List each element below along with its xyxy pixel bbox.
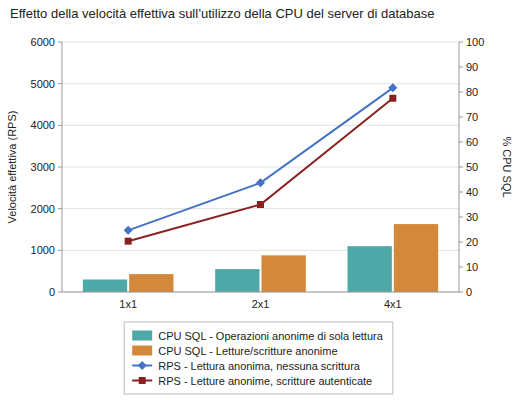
bar: [83, 280, 127, 293]
marker: [388, 83, 397, 92]
marker: [139, 377, 146, 384]
grid: [62, 42, 459, 292]
y-tick: [58, 125, 62, 126]
y-tick-label: 0: [49, 286, 55, 298]
y2-tick: [459, 117, 463, 118]
y2-tick-label: 90: [466, 61, 478, 73]
legend-swatch: [132, 346, 152, 356]
grid-line: [62, 292, 459, 293]
x-tick-label: 4x1: [384, 298, 402, 310]
y2-tick-label: 60: [466, 136, 478, 148]
marker: [138, 361, 147, 370]
marker: [389, 95, 396, 102]
marker: [125, 238, 132, 245]
y-tick: [58, 42, 62, 43]
y2-tick-label: 80: [466, 86, 478, 98]
y2-tick: [459, 267, 463, 268]
line: [128, 88, 393, 231]
legend-label: CPU SQL - Operazioni anonime di sola let…: [158, 330, 383, 342]
y-tick-label: 5000: [31, 78, 55, 90]
chart: Effetto della velocità effettiva sull’ut…: [0, 0, 517, 400]
y2-tick: [459, 292, 463, 293]
y-tick-label: 6000: [31, 36, 55, 48]
marker: [124, 226, 133, 235]
title-line: Effetto della velocità effettiva sull’ut…: [10, 6, 434, 21]
y2-tick-label: 100: [466, 36, 484, 48]
axes: 0 1000 2000 3000 4000 5000 6000 0 10 20 30 40 50 60 70…: [6, 36, 513, 310]
y-tick-label: 3000: [31, 161, 55, 173]
y2-tick-label: 0: [466, 286, 472, 298]
legend-label: CPU SQL - Letture/scritture anonime: [158, 345, 337, 357]
legend-label: RPS - Letture anonime, scritture autenti…: [158, 375, 372, 387]
bar: [129, 274, 173, 292]
y2-tick-label: 40: [466, 186, 478, 198]
y2-tick-label: 20: [466, 236, 478, 248]
legend: CPU SQL - Operazioni anonime di sola let…: [124, 322, 393, 394]
y2-tick-label: 70: [466, 111, 478, 123]
marker: [256, 178, 265, 187]
x-tick-label: 1x1: [119, 298, 137, 310]
y-tick-label: 4000: [31, 119, 55, 131]
x-tick-label: 2x1: [252, 298, 270, 310]
y-tick: [58, 83, 62, 84]
y-tick: [58, 292, 62, 293]
grid-line: [62, 83, 459, 84]
y2-tick-label: 10: [466, 261, 478, 273]
bar: [215, 269, 259, 292]
y2-tick: [459, 192, 463, 193]
legend-label: RPS - Lettura anonima, nessuna scrittura: [158, 360, 361, 372]
y2-tick: [459, 217, 463, 218]
bar: [262, 255, 306, 292]
y2-tick: [459, 242, 463, 243]
y-tick-label: 2000: [31, 203, 55, 215]
y2-tick-label: 30: [466, 211, 478, 223]
page: {"chart_data": { "type": "bar", "title":…: [0, 0, 517, 400]
legend-box: [124, 322, 393, 394]
y-axis-label: Velocità effettiva (RPS): [6, 111, 18, 224]
y2-axis-label: % CPU SQL: [501, 136, 513, 197]
y2-tick: [459, 67, 463, 68]
x-axis-line: [62, 292, 459, 293]
y-tick: [58, 250, 62, 251]
legend-swatch: [132, 331, 152, 341]
y2-tick: [459, 142, 463, 143]
bar: [348, 246, 392, 292]
marks: [83, 83, 438, 292]
y-tick: [58, 167, 62, 168]
y-tick-label: 1000: [31, 244, 55, 256]
title: Effetto della velocità effettiva sull’ut…: [10, 6, 434, 21]
line: [128, 98, 393, 241]
grid-line: [62, 42, 459, 43]
grid-line: [62, 167, 459, 168]
y-tick: [58, 208, 62, 209]
y2-tick-label: 50: [466, 161, 478, 173]
legend-items: CPU SQL - Operazioni anonime di sola let…: [132, 330, 383, 387]
grid-line: [62, 125, 459, 126]
y2-tick: [459, 167, 463, 168]
bar: [394, 224, 438, 292]
y2-tick: [459, 42, 463, 43]
y2-tick: [459, 92, 463, 93]
marker: [257, 201, 264, 208]
grid-line: [62, 208, 459, 209]
